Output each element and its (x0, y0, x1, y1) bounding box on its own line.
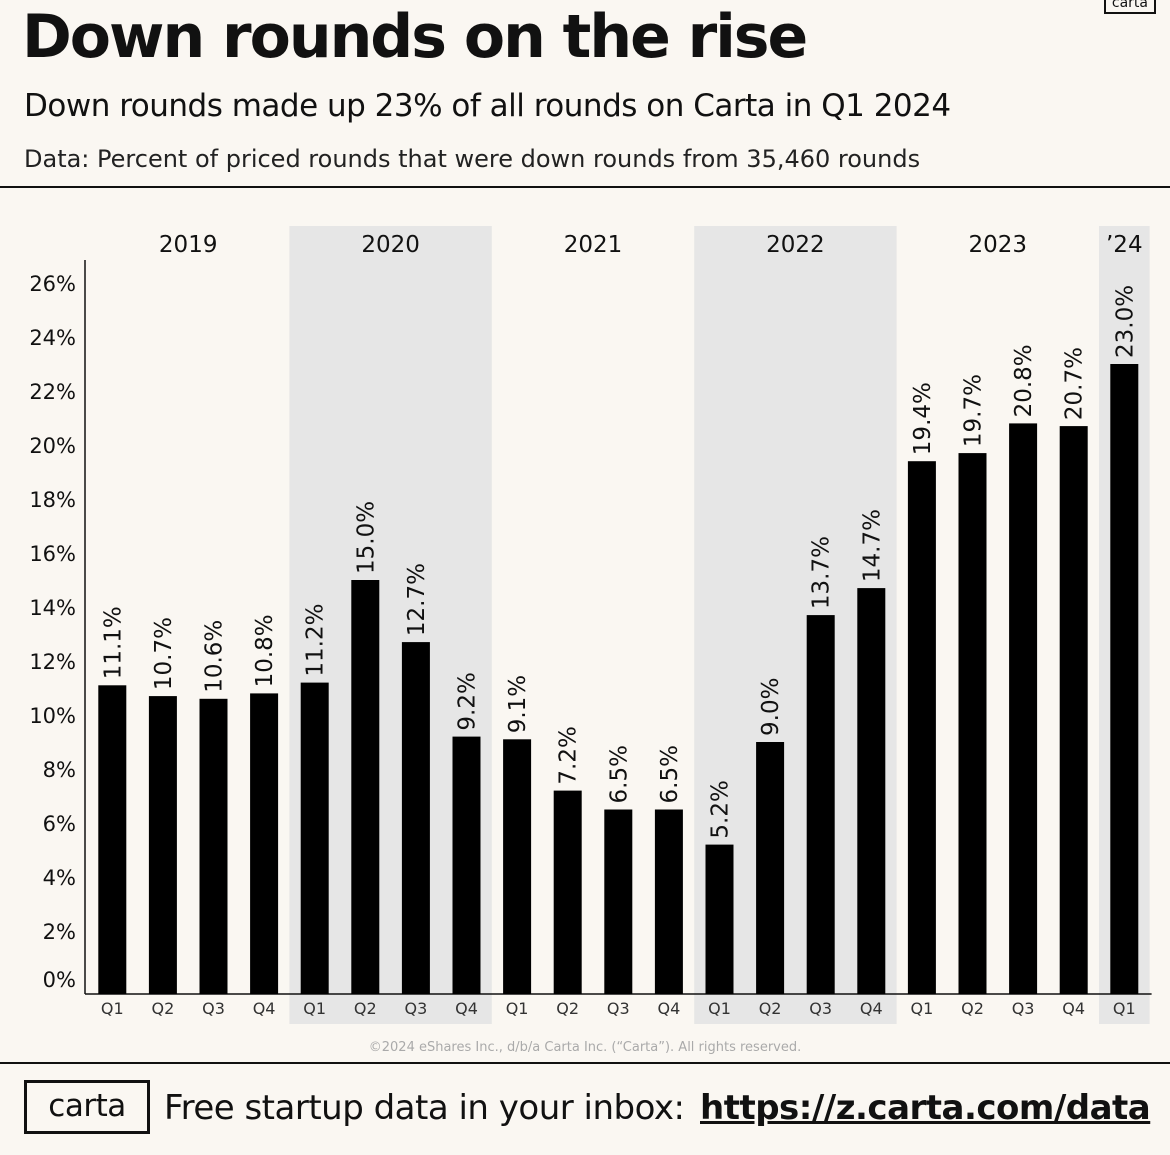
bar-value-label: 11.2% (303, 604, 329, 677)
bar-value-label: 11.1% (100, 606, 126, 679)
quarter-label: Q3 (405, 999, 428, 1018)
y-tick-label: 10% (29, 704, 76, 728)
bar (1009, 423, 1038, 994)
bar-value-label: 7.2% (556, 726, 582, 784)
bar (148, 696, 177, 994)
bar (958, 453, 987, 995)
bar-value-label: 6.5% (657, 745, 683, 803)
bar (452, 736, 481, 994)
y-tick-label: 12% (29, 650, 76, 674)
y-tick-label: 16% (29, 542, 76, 566)
year-label: 2019 (159, 232, 218, 258)
copyright-notice: ©2024 eShares Inc., d/b/a Carta Inc. (“C… (368, 1040, 802, 1055)
quarter-label: Q1 (303, 999, 326, 1018)
bar (351, 580, 380, 994)
bar-value-label: 9.0% (758, 678, 784, 736)
bar (756, 742, 785, 994)
bar-value-label: 9.2% (455, 672, 481, 730)
year-label: 2022 (766, 232, 825, 258)
bar (907, 461, 936, 994)
quarter-label: Q3 (1012, 999, 1035, 1018)
data-source-note: Data: Percent of priced rounds that were… (24, 145, 921, 173)
bar-value-label: 19.7% (961, 374, 987, 447)
quarter-label: Q3 (607, 999, 630, 1018)
bar-value-label: 23.0% (1112, 285, 1138, 358)
quarter-label: Q1 (506, 999, 529, 1018)
y-tick-label: 6% (43, 812, 76, 836)
bar-value-label: 13.7% (809, 536, 835, 609)
quarter-label: Q2 (354, 999, 377, 1018)
bar (806, 615, 835, 994)
newsletter-link[interactable]: https://z.carta.com/data (700, 1088, 1151, 1128)
down-rounds-bar-chart: 2019 2020 2021 2022 2023 ’24 0% 2% 4% 6% 8% 10% 12% 1… (29, 226, 1152, 1024)
bar-value-label: 19.4% (910, 382, 936, 455)
carta-logo: carta (24, 1080, 150, 1134)
quarter-label: Q4 (1062, 999, 1085, 1018)
bar (300, 682, 329, 994)
bar-value-label: 10.8% (252, 614, 278, 687)
bar (1059, 426, 1088, 995)
footer-divider (0, 1062, 1170, 1064)
carta-logo-tag: carta (1103, 0, 1156, 14)
quarter-label: Q2 (152, 999, 175, 1018)
quarter-label: Q4 (860, 999, 883, 1018)
y-tick-label: 26% (29, 272, 76, 296)
year-label: 2023 (969, 232, 1028, 258)
bar-value-label: 10.7% (151, 617, 177, 690)
year-label: 2020 (361, 232, 420, 258)
bar-value-label: 9.1% (505, 675, 531, 733)
quarter-label: Q1 (1113, 999, 1136, 1018)
y-tick-label: 0% (43, 968, 76, 992)
bar (503, 739, 532, 994)
quarter-label: Q2 (961, 999, 984, 1018)
y-tick-label: 4% (43, 866, 76, 890)
bar-value-label: 6.5% (606, 745, 632, 803)
bar (401, 642, 430, 994)
bar (1110, 364, 1139, 994)
bar-value-label: 5.2% (708, 780, 734, 838)
year-label: ’24 (1106, 232, 1143, 258)
y-tick-label: 8% (43, 758, 76, 782)
bar-value-label: 20.8% (1011, 344, 1037, 417)
header-divider (0, 186, 1170, 188)
quarter-label: Q1 (911, 999, 934, 1018)
bar-value-label: 14.7% (859, 509, 885, 582)
y-tick-label: 14% (29, 596, 76, 620)
bar (705, 844, 734, 994)
y-tick-label: 24% (29, 326, 76, 350)
bar (604, 809, 633, 994)
y-tick-label: 20% (29, 434, 76, 458)
bar-value-label: 20.7% (1062, 347, 1088, 420)
quarter-label: Q4 (253, 999, 276, 1018)
bar (199, 698, 228, 994)
footer-promo-text: Free startup data in your inbox: (164, 1088, 685, 1128)
quarter-label: Q4 (658, 999, 681, 1018)
bar-value-label: 10.6% (202, 620, 228, 693)
bar (857, 588, 886, 994)
quarter-label: Q1 (101, 999, 124, 1018)
bar (98, 685, 127, 994)
quarter-label: Q4 (455, 999, 478, 1018)
y-tick-label: 22% (29, 380, 76, 404)
y-tick-label: 18% (29, 488, 76, 512)
bar (553, 790, 582, 994)
y-tick-label: 2% (43, 920, 76, 944)
bar (250, 693, 279, 994)
bar-value-label: 15.0% (353, 501, 379, 574)
quarter-label: Q3 (809, 999, 832, 1018)
chart-subtitle: Down rounds made up 23% of all rounds on… (24, 88, 951, 124)
chart-title: Down rounds on the rise (22, 2, 808, 72)
bar (654, 809, 683, 994)
year-label: 2021 (564, 232, 623, 258)
bar-value-label: 12.7% (404, 563, 430, 636)
quarter-label: Q2 (556, 999, 579, 1018)
quarter-label: Q3 (202, 999, 225, 1018)
quarter-label: Q2 (759, 999, 782, 1018)
quarter-label: Q1 (708, 999, 731, 1018)
